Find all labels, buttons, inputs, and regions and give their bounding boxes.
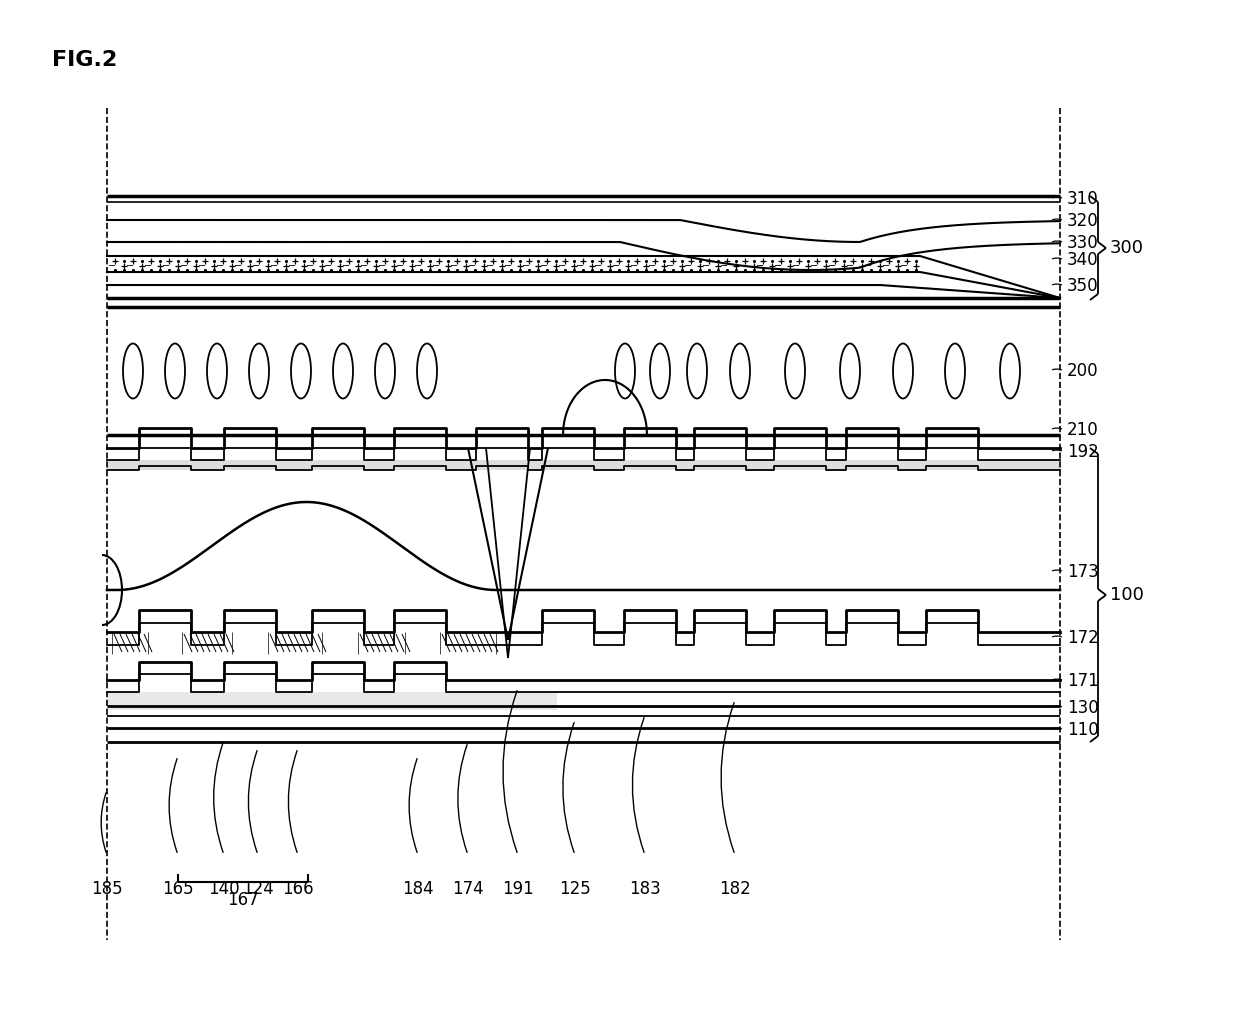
Text: −: − — [414, 261, 422, 271]
Text: 100: 100 — [1110, 586, 1143, 604]
Text: 174: 174 — [453, 880, 484, 898]
Text: 110: 110 — [1066, 721, 1099, 739]
Text: 191: 191 — [502, 880, 534, 898]
Text: 140: 140 — [208, 880, 239, 898]
Text: −: − — [611, 261, 620, 271]
Text: 184: 184 — [402, 880, 434, 898]
Text: −: − — [738, 261, 746, 271]
Text: −: − — [450, 261, 458, 271]
Text: 310: 310 — [1066, 190, 1099, 208]
Text: 173: 173 — [1066, 563, 1099, 581]
Text: −: − — [539, 261, 548, 271]
Text: 210: 210 — [1066, 421, 1099, 439]
Text: −: − — [180, 261, 188, 271]
Bar — [107, 256, 920, 272]
Text: 130: 130 — [1066, 699, 1099, 717]
Text: 171: 171 — [1066, 672, 1099, 690]
Text: −: − — [810, 261, 818, 271]
Text: 200: 200 — [1066, 362, 1099, 380]
Bar — [107, 460, 1060, 470]
Text: FIG.2: FIG.2 — [52, 50, 118, 70]
Text: −: − — [792, 261, 800, 271]
Text: 125: 125 — [559, 880, 591, 898]
Text: −: − — [522, 261, 529, 271]
Text: −: − — [882, 261, 890, 271]
Text: −: − — [630, 261, 639, 271]
Text: 350: 350 — [1066, 277, 1099, 295]
Text: −: − — [666, 261, 675, 271]
Text: −: − — [649, 261, 656, 271]
Text: −: − — [252, 261, 260, 271]
Bar — [107, 692, 557, 710]
Text: 192: 192 — [1066, 443, 1099, 461]
Text: −: − — [396, 261, 404, 271]
Text: 185: 185 — [92, 880, 123, 898]
Text: −: − — [198, 261, 206, 271]
Text: −: − — [378, 261, 386, 271]
Text: −: − — [342, 261, 350, 271]
Text: −: − — [306, 261, 314, 271]
Text: −: − — [846, 261, 854, 271]
Text: −: − — [575, 261, 584, 271]
Text: −: − — [216, 261, 224, 271]
Text: −: − — [234, 261, 242, 271]
Text: 124: 124 — [242, 880, 274, 898]
Text: −: − — [558, 261, 567, 271]
Text: 330: 330 — [1066, 234, 1099, 252]
Text: 165: 165 — [162, 880, 193, 898]
Text: −: − — [774, 261, 782, 271]
Text: −: − — [288, 261, 296, 271]
Text: −: − — [900, 261, 908, 271]
Text: −: − — [684, 261, 692, 271]
Text: −: − — [756, 261, 764, 271]
Text: −: − — [594, 261, 603, 271]
Text: 183: 183 — [629, 880, 661, 898]
Text: −: − — [503, 261, 512, 271]
Text: −: − — [702, 261, 711, 271]
Text: −: − — [324, 261, 332, 271]
Text: 182: 182 — [719, 880, 751, 898]
Text: −: − — [144, 261, 153, 271]
Text: −: − — [126, 261, 134, 271]
Text: −: − — [108, 261, 117, 271]
Text: −: − — [720, 261, 728, 271]
Text: −: − — [828, 261, 836, 271]
Text: −: − — [270, 261, 278, 271]
Text: −: − — [360, 261, 368, 271]
Text: −: − — [864, 261, 872, 271]
Text: −: − — [162, 261, 170, 271]
Text: −: − — [432, 261, 440, 271]
Text: −: − — [467, 261, 476, 271]
Text: 340: 340 — [1066, 251, 1099, 269]
Text: 300: 300 — [1110, 239, 1145, 258]
Text: 167: 167 — [227, 891, 259, 909]
Text: 320: 320 — [1066, 212, 1099, 230]
Text: 166: 166 — [283, 880, 314, 898]
Text: −: − — [486, 261, 494, 271]
Text: 172: 172 — [1066, 629, 1099, 647]
